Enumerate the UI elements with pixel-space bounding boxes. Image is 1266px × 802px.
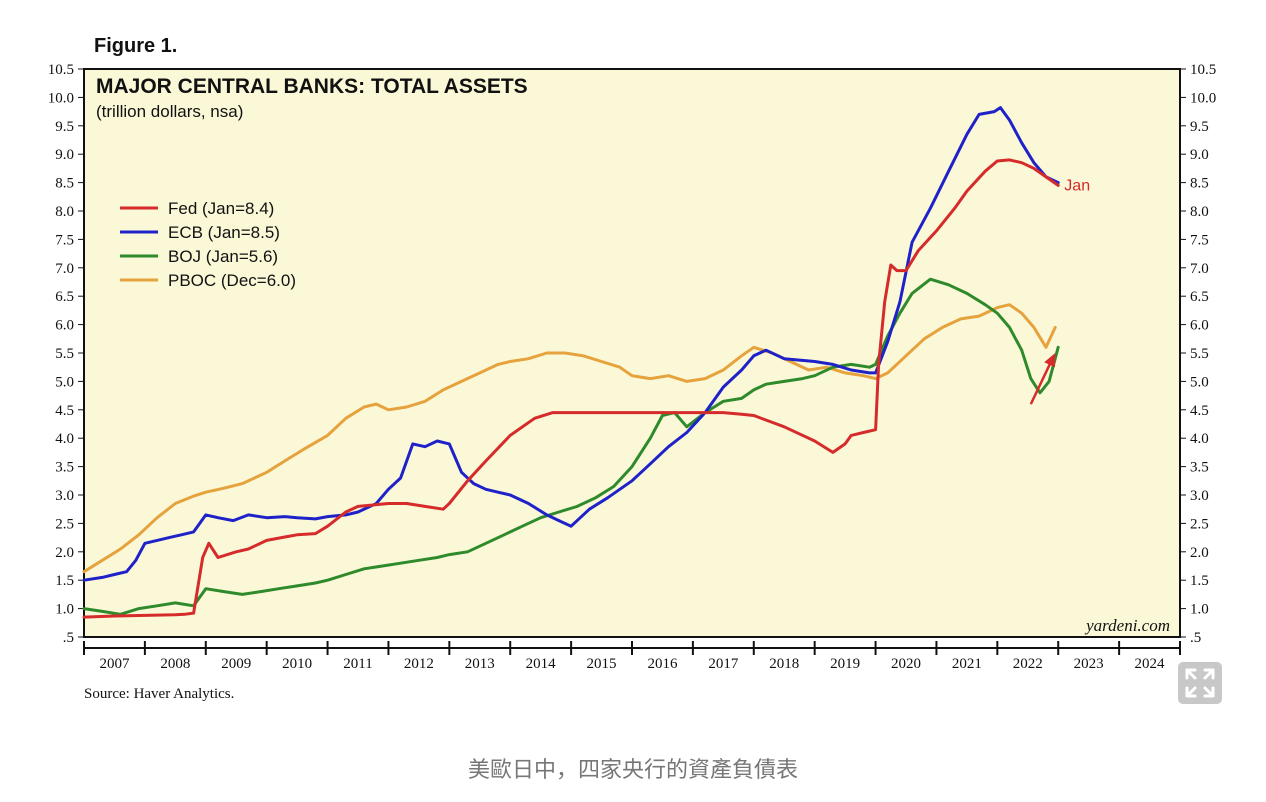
series-line xyxy=(82,106,1060,582)
expand-arrows-icon xyxy=(1185,668,1215,698)
y-tick-label-left: 7.5 xyxy=(55,232,74,248)
y-tick-label-right: 7.0 xyxy=(1190,261,1209,277)
plot-area xyxy=(83,68,1181,638)
red-arrow-head xyxy=(1044,353,1056,368)
x-tick-label: 2018 xyxy=(769,656,799,672)
chart-subtitle: (trillion dollars, nsa) xyxy=(96,102,243,121)
chart-title: MAJOR CENTRAL BANKS: TOTAL ASSETS xyxy=(96,75,528,98)
y-tick-label-left: 3.5 xyxy=(55,460,74,476)
jan-annotation: Jan xyxy=(1064,177,1090,194)
x-tick-label: 2010 xyxy=(282,656,312,672)
y-tick-label-right: 7.5 xyxy=(1190,232,1209,248)
y-tick-label-right: 9.5 xyxy=(1190,119,1209,135)
y-tick-label-left: .5 xyxy=(63,630,74,646)
x-tick-label: 2013 xyxy=(465,656,495,672)
figure-label: Figure 1. xyxy=(94,35,178,57)
y-tick-label-right: 10.0 xyxy=(1190,90,1216,106)
y-tick-label-right: 4.0 xyxy=(1190,431,1209,447)
legend-label: PBOC (Dec=6.0) xyxy=(168,271,296,290)
y-tick-label-right: 5.0 xyxy=(1190,374,1209,390)
y-tick-label-left: 8.0 xyxy=(55,204,74,220)
x-tick-label: 2009 xyxy=(221,656,251,672)
series-line xyxy=(82,277,1060,616)
y-tick-label-right: 6.5 xyxy=(1190,289,1209,305)
y-tick-label-left: 8.5 xyxy=(55,176,74,192)
x-tick-label: 2020 xyxy=(891,656,921,672)
y-tick-label-right: 2.0 xyxy=(1190,545,1209,561)
y-tick-label-left: 10.5 xyxy=(48,62,74,78)
red-arrow-shaft xyxy=(1029,361,1052,405)
x-tick-label: 2008 xyxy=(160,656,190,672)
x-tick-label: 2021 xyxy=(952,656,982,672)
image-caption: 美歐日中，四家央行的資產負債表 xyxy=(467,758,798,783)
y-tick-label-left: 5.0 xyxy=(55,374,74,390)
x-tick-label: 2011 xyxy=(343,656,372,672)
y-tick-label-left: 5.5 xyxy=(55,346,74,362)
y-tick-label-left: 9.5 xyxy=(55,119,74,135)
legend-label: Fed (Jan=8.4) xyxy=(168,199,274,218)
y-tick-label-left: 9.0 xyxy=(55,147,74,163)
y-tick-label-left: 1.0 xyxy=(55,602,74,618)
y-tick-label-left: 4.5 xyxy=(55,403,74,419)
x-tick-label: 2014 xyxy=(526,656,557,672)
y-tick-label-right: 5.5 xyxy=(1190,346,1209,362)
y-tick-label-left: 10.0 xyxy=(48,90,74,106)
x-tick-label: 2023 xyxy=(1074,656,1104,672)
y-tick-label-right: 9.0 xyxy=(1190,147,1209,163)
x-tick-label: 2015 xyxy=(587,656,617,672)
y-tick-label-right: .5 xyxy=(1190,630,1201,646)
x-tick-label: 2019 xyxy=(830,656,860,672)
y-tick-label-left: 6.5 xyxy=(55,289,74,305)
source-note: Source: Haver Analytics. xyxy=(84,686,235,702)
legend-label: ECB (Jan=8.5) xyxy=(168,223,280,242)
y-tick-label-left: 2.0 xyxy=(55,545,74,561)
y-tick-label-left: 3.0 xyxy=(55,488,74,504)
y-tick-label-right: 2.5 xyxy=(1190,516,1209,532)
y-tick-label-left: 4.0 xyxy=(55,431,74,447)
legend-label: BOJ (Jan=5.6) xyxy=(168,247,278,266)
y-tick-label-right: 1.5 xyxy=(1190,573,1209,589)
x-tick-label: 2016 xyxy=(647,656,678,672)
yardeni-watermark: yardeni.com xyxy=(1084,616,1170,635)
y-tick-label-right: 3.0 xyxy=(1190,488,1209,504)
y-tick-label-right: 8.0 xyxy=(1190,204,1209,220)
y-tick-label-right: 1.0 xyxy=(1190,602,1209,618)
x-tick-label: 2017 xyxy=(708,656,739,672)
y-tick-label-left: 2.5 xyxy=(55,516,74,532)
x-tick-label: 2022 xyxy=(1013,656,1043,672)
y-tick-label-left: 1.5 xyxy=(55,573,74,589)
y-tick-label-left: 6.0 xyxy=(55,318,74,334)
y-tick-label-right: 6.0 xyxy=(1190,318,1209,334)
y-tick-label-right: 8.5 xyxy=(1190,176,1209,192)
y-tick-label-right: 4.5 xyxy=(1190,403,1209,419)
x-tick-label: 2024 xyxy=(1135,656,1166,672)
y-tick-label-right: 3.5 xyxy=(1190,460,1209,476)
x-tick-label: 2007 xyxy=(99,656,130,672)
expand-image-button[interactable] xyxy=(1178,662,1222,704)
y-tick-label-right: 10.5 xyxy=(1190,62,1216,78)
x-tick-label: 2012 xyxy=(404,656,434,672)
series-line xyxy=(82,303,1057,574)
total-assets-chart: 10.5 10.5 10.0 10.0 9.5 9.5 9.0 9.0 8.5 8.5 8.0 8.0… xyxy=(48,62,1217,672)
series-line xyxy=(82,158,1060,619)
y-tick-label-left: 7.0 xyxy=(55,261,74,277)
